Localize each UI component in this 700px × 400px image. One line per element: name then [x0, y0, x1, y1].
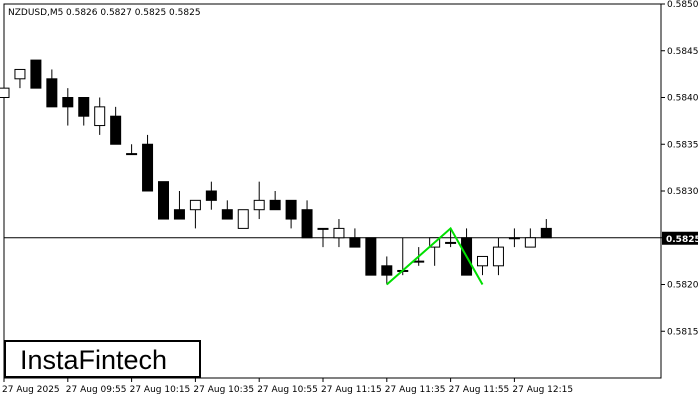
bull-candle-body	[492, 246, 504, 267]
candle	[173, 191, 185, 220]
x-tick-label: 27 Aug 10:15	[130, 385, 191, 395]
bull-candle-body	[333, 227, 345, 239]
candle	[237, 209, 249, 229]
bear-candle-body	[381, 265, 393, 276]
bull-candle-body	[253, 199, 265, 211]
candle	[94, 97, 106, 135]
bull-candle-body	[237, 209, 249, 229]
logo-text: InstaFintech	[20, 345, 167, 375]
candle	[492, 237, 504, 276]
candle	[524, 228, 536, 248]
bear-candle-body	[349, 237, 361, 248]
candle	[381, 256, 393, 285]
ohlc-label: 0.5826 0.5827 0.5825 0.5825	[66, 8, 201, 18]
candle	[540, 219, 552, 239]
bull-candle-body	[524, 237, 536, 248]
bull-candle-body	[317, 227, 329, 230]
y-tick-label: 0.5830	[667, 187, 699, 197]
bear-candle-body	[205, 190, 217, 201]
bull-candle-body	[94, 106, 106, 127]
bear-candle-body	[221, 209, 233, 220]
bull-candle-body	[126, 153, 138, 156]
bull-candle-body	[14, 68, 26, 80]
candle	[269, 191, 281, 211]
candle	[349, 228, 361, 248]
candle	[46, 69, 58, 108]
bear-candle-body	[285, 199, 297, 220]
y-tick-label: 0.5850	[667, 0, 699, 10]
candle	[205, 181, 217, 210]
candle	[126, 144, 138, 156]
y-tick-label: 0.5815	[667, 327, 699, 337]
bear-candle-body	[62, 97, 74, 108]
x-tick-label: 27 Aug 2025	[2, 385, 60, 395]
plot-frame	[3, 3, 662, 379]
y-tick-label: 0.5845	[667, 47, 699, 57]
bear-candle-body	[30, 59, 42, 89]
bull-candle-body	[477, 255, 488, 267]
candle	[78, 97, 90, 126]
bear-candle-body	[269, 199, 281, 211]
candle	[189, 199, 201, 229]
candle	[508, 228, 520, 248]
candle	[14, 68, 26, 89]
x-tick-label: 27 Aug 10:55	[257, 385, 318, 395]
candle	[333, 219, 345, 248]
candle	[142, 134, 154, 192]
bull-candle-body	[413, 260, 425, 263]
x-tick-label: 27 Aug 12:15	[512, 385, 573, 395]
bear-candle-body	[142, 143, 154, 192]
candle	[253, 181, 265, 220]
x-tick-label: 27 Aug 10:35	[193, 385, 254, 395]
logo-box	[4, 340, 201, 378]
candle	[317, 227, 329, 248]
candle	[110, 106, 122, 145]
bear-candle-body	[365, 237, 377, 276]
candle	[221, 200, 233, 220]
pattern-line	[386, 226, 484, 286]
candle	[477, 255, 488, 276]
x-tick-label: 27 Aug 09:55	[66, 385, 127, 395]
candle	[0, 78, 10, 107]
bear-candle-body	[46, 78, 58, 108]
candle	[301, 200, 313, 239]
bear-candle-body	[110, 115, 122, 145]
candle	[62, 88, 74, 126]
candle	[158, 181, 169, 220]
y-tick-label: 0.5835	[667, 140, 699, 150]
y-tick-label: 0.5820	[667, 281, 699, 291]
current-price-tag-label: 0.5825	[666, 235, 700, 245]
x-tick-label: 27 Aug 11:35	[385, 385, 446, 395]
symbol-label: NZDUSD,M5	[8, 8, 63, 18]
bull-candle-body	[508, 237, 520, 240]
bear-candle-body	[78, 97, 90, 117]
candle	[30, 59, 42, 89]
bear-candle-body	[301, 209, 313, 239]
bear-candle-body	[158, 181, 169, 220]
bear-candle-body	[540, 227, 552, 239]
x-tick-label: 27 Aug 11:55	[449, 385, 510, 395]
candle	[445, 228, 457, 248]
candle	[285, 199, 297, 229]
bull-candle-body	[189, 199, 201, 211]
y-tick-label: 0.5840	[667, 94, 699, 104]
bull-candle-body	[445, 241, 457, 244]
current-price-tag	[662, 231, 698, 245]
candle	[365, 237, 377, 276]
bull-candle-body	[0, 87, 10, 99]
x-tick-label: 27 Aug 11:15	[321, 385, 382, 395]
bear-candle-body	[173, 209, 185, 220]
